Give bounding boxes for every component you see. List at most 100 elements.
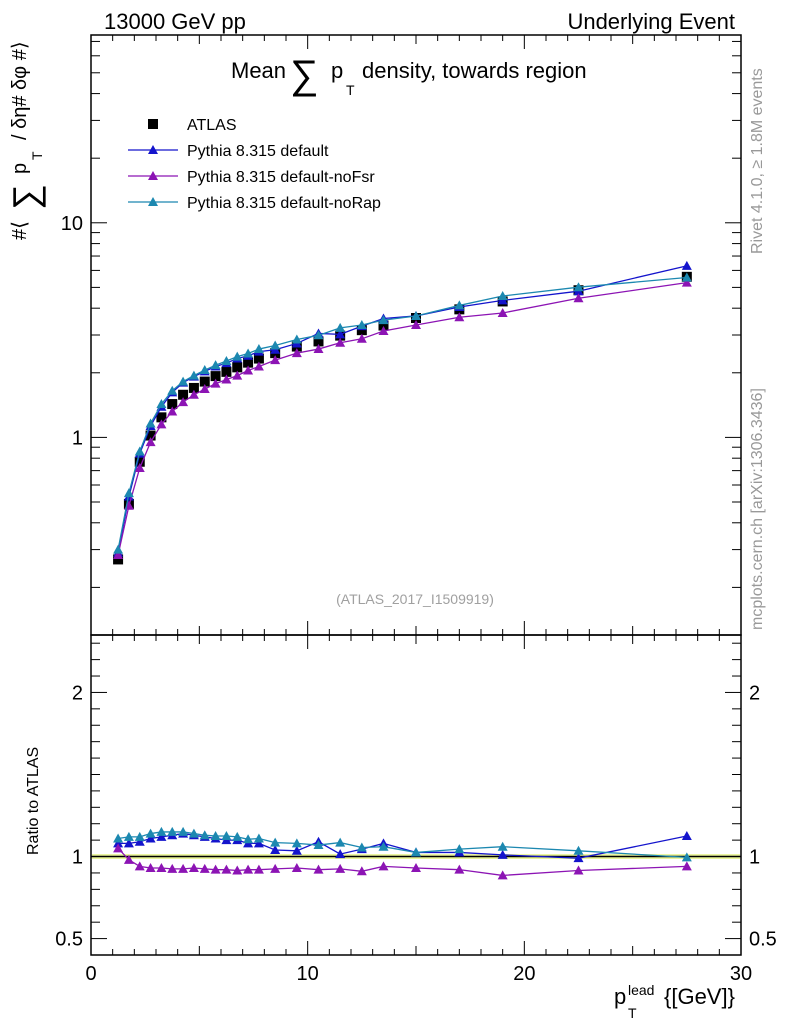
- ratio-point: [113, 838, 124, 848]
- ratio-point: [253, 864, 264, 874]
- ratio-point: [134, 831, 145, 841]
- x-label-p: p: [614, 984, 626, 1009]
- ratio-point: [356, 866, 367, 876]
- mc-point: [123, 488, 134, 498]
- ratio-point: [123, 831, 134, 841]
- mcplots-label: mcplots.cern.ch [arXiv:1306.3436]: [749, 388, 766, 630]
- ratio-point: [454, 844, 465, 854]
- ratio-point: [313, 840, 324, 850]
- ratio-point: [270, 844, 281, 854]
- ratio-point: [681, 861, 692, 871]
- mc-point: [573, 293, 584, 303]
- ratio-point: [573, 845, 584, 855]
- y-label-sub: T: [29, 151, 45, 160]
- title-sub: T: [346, 82, 355, 98]
- legend: ATLAS Pythia 8.315 default Pythia 8.315 de…: [128, 117, 381, 212]
- series-1: [113, 271, 692, 565]
- ratio-point: [335, 837, 346, 847]
- ratio-point: [681, 831, 692, 841]
- y-label-suffix: / δη# δφ #⟩: [9, 41, 31, 140]
- y-axis-title: #⟨ ∑ p T / δη# δφ #⟩: [5, 41, 46, 240]
- ratio-series-4: [113, 826, 692, 862]
- data-point: [232, 362, 243, 373]
- y-label-prefix: #⟨: [9, 221, 31, 240]
- ratio-point: [253, 833, 264, 843]
- ratio-plot: 0 10 20 30 0.5 0.5 1 1 2 2: [55, 634, 777, 985]
- mc-point: [411, 319, 421, 329]
- mc-point: [291, 334, 302, 344]
- mc-point: [210, 360, 221, 370]
- mc-point: [253, 361, 264, 371]
- ratio-point: [210, 831, 221, 841]
- legend-label: Pythia 8.315 default-noFsr: [187, 169, 375, 186]
- mc-point: [411, 310, 421, 320]
- ratio-point: [335, 863, 346, 873]
- chart-title: Mean ∑ p T density, towards region: [231, 53, 587, 98]
- data-point: [178, 389, 189, 400]
- mc-point: [188, 370, 199, 380]
- legend-marker: [148, 119, 158, 129]
- mc-point: [573, 282, 584, 292]
- ratio-series-3: [113, 843, 692, 880]
- ratio-point: [681, 852, 692, 862]
- legend-label: Pythia 8.315 default-noRap: [187, 195, 381, 212]
- mc-point: [243, 365, 254, 375]
- mc-point: [253, 344, 264, 354]
- ratio-point: [167, 863, 178, 873]
- ratio-point: [156, 826, 167, 836]
- ratio-point: [378, 841, 389, 851]
- title-p: p: [331, 58, 343, 83]
- ratio-point: [573, 853, 584, 863]
- mc-point: [167, 385, 178, 395]
- ratio-point: [123, 854, 134, 864]
- mc-point: [454, 300, 465, 310]
- mc-point: [188, 389, 199, 399]
- analysis-label: (ATLAS_2017_I1509919): [336, 591, 494, 607]
- x-axis-title: p T lead {[GeV]}: [614, 982, 735, 1021]
- mc-point: [156, 419, 167, 429]
- ratio-point: [378, 861, 389, 871]
- mc-point: [167, 406, 178, 416]
- mc-point: [378, 315, 389, 325]
- header-left: 13000 GeV pp: [104, 9, 246, 34]
- y-tick-label: 1: [72, 427, 83, 449]
- mc-point: [145, 437, 156, 447]
- ratio-point: [134, 861, 145, 871]
- mc-point: [681, 260, 692, 270]
- mc-point: [313, 330, 324, 340]
- ratio-point: [243, 834, 254, 844]
- ratio-frame: [90, 634, 742, 956]
- ratio-tick-label-left: 0.5: [55, 929, 83, 951]
- ratio-point: [178, 863, 189, 873]
- mc-point: [113, 544, 124, 554]
- ratio-point: [221, 864, 232, 874]
- series-line: [117, 265, 687, 553]
- mc-point: [270, 355, 281, 365]
- ratio-point: [497, 870, 508, 880]
- ratio-point: [454, 864, 465, 874]
- legend-label: Pythia 8.315 default: [187, 143, 329, 160]
- ratio-point: [188, 863, 199, 873]
- mc-point: [221, 355, 232, 365]
- data-point: [145, 430, 156, 441]
- ratio-point: [123, 838, 134, 848]
- ratio-point: [313, 864, 324, 874]
- legend-marker: [148, 197, 158, 206]
- data-point: [313, 336, 324, 347]
- mc-point: [232, 370, 243, 380]
- ratio-point: [243, 864, 254, 874]
- data-point: [167, 399, 178, 410]
- legend-entry: Pythia 8.315 default-noRap: [128, 195, 381, 212]
- mc-point: [199, 365, 210, 375]
- series-4: [113, 272, 692, 554]
- y-tick-label: 10: [61, 213, 83, 235]
- y-label-p: p: [9, 163, 31, 174]
- rivet-label: Rivet 4.1.0, ≥ 1.8M events: [749, 68, 766, 254]
- legend-marker: [148, 171, 158, 180]
- ratio-point: [134, 836, 145, 846]
- mc-point: [335, 322, 346, 332]
- main-plot: 1 10: [61, 34, 742, 636]
- ratio-point: [210, 864, 221, 874]
- mc-point: [232, 351, 243, 361]
